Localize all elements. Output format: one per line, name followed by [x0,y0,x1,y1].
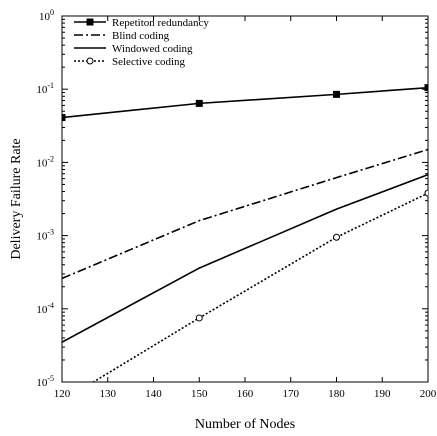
y-tick-base: 10 [36,231,48,243]
y-tick-exponent: -1 [47,81,54,90]
x-tick-label: 170 [283,388,300,400]
y-tick-label: 10-4 [36,301,54,316]
legend-label: Selective coding [112,56,186,68]
data-point [195,99,203,107]
y-axis-label: Delivery Failure Rate [9,138,24,259]
y-tick-exponent: -3 [47,228,54,237]
y-tick-label: 100 [39,8,54,23]
y-tick-base: 10 [39,11,51,23]
y-tick-exponent: -4 [47,301,54,310]
data-point [333,233,340,241]
x-tick-label: 140 [145,388,162,400]
y-tick-exponent: 0 [50,8,54,17]
y-tick-base: 10 [36,84,48,96]
y-tick-label: 10-3 [36,228,54,243]
legend-label: Blind coding [112,30,170,42]
legend-label: Repetiton redundancy [112,17,209,29]
y-tick-exponent: -2 [47,154,54,163]
x-tick-label: 130 [100,388,117,400]
y-tick-label: 10-1 [36,81,54,96]
x-tick-label: 120 [54,388,71,400]
y-tick-base: 10 [36,157,48,169]
x-axis: 120 130 140 150 160 170 180 190 200 [54,16,437,400]
data-point [62,114,66,122]
series-line [62,173,428,343]
y-tick-exponent: -5 [47,374,54,383]
x-tick-label: 190 [374,388,391,400]
x-tick-label: 150 [191,388,208,400]
x-axis-label: Number of Nodes [195,417,295,432]
series-line [62,86,428,119]
x-tick-label: 200 [420,388,437,400]
data-point [195,314,203,322]
y-tick-label: 10-5 [36,374,54,389]
series-line [62,148,428,280]
legend-marker [86,57,94,65]
x-tick-label: 160 [237,388,254,400]
y-tick-label: 10-2 [36,154,54,169]
data-point [333,90,340,98]
series-line [91,192,428,382]
y-tick-base: 10 [36,377,48,389]
series-layer [62,84,428,382]
data-point [424,189,428,197]
x-tick-label: 180 [328,388,345,400]
data-point [424,84,428,92]
legend-marker [86,18,94,26]
y-tick-base: 10 [36,304,48,316]
legend-label: Windowed coding [112,43,193,55]
